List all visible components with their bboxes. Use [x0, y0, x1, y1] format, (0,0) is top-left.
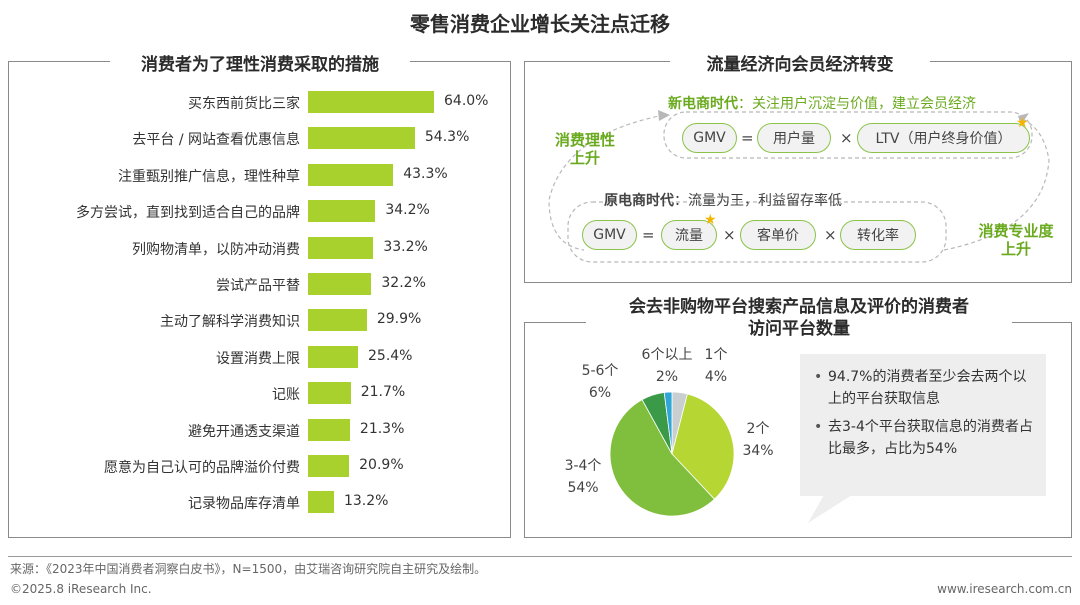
- bar-category-label: 买东西前货比三家: [188, 96, 300, 112]
- bar-value-label: 21.3%: [359, 420, 405, 437]
- bar: [308, 309, 367, 332]
- bar: [308, 345, 358, 368]
- note-item: 去3-4个平台获取信息的消费者占比最多，占比为54%: [812, 416, 1034, 460]
- gmv-pill-new: GMV: [682, 123, 737, 153]
- bar-category-label: 主动了解科学消费知识: [160, 314, 300, 331]
- bar-value-label: 13.2%: [343, 493, 389, 510]
- bar-value-label: 32.2%: [381, 275, 426, 291]
- bar-category-label: 愿意为自己认可的品牌溢价付费: [104, 460, 300, 476]
- cycle-arrows: [548, 110, 1050, 263]
- bar: [308, 127, 415, 150]
- bar-category-label: 列购物清单，以防冲动消费: [132, 241, 300, 258]
- footer-divider: [8, 556, 1072, 557]
- pie-label-3-4: 3-4个 54%: [564, 458, 602, 496]
- star-icon: ★: [1016, 115, 1029, 131]
- bar-value-label: 20.9%: [359, 457, 404, 473]
- page-title: 零售消费企业增长关注点迁移: [410, 12, 670, 36]
- equals-sign: =: [741, 129, 754, 147]
- top-right-panel-title: 流量经济向会员经济转变: [670, 50, 930, 75]
- bar: [308, 273, 372, 295]
- bar-category-label: 记录物品库存清单: [188, 496, 300, 513]
- left-panel-title: 消费者为了理性消费采取的措施: [110, 50, 410, 75]
- bar-value-label: 25.4%: [368, 347, 413, 364]
- bar: [308, 491, 334, 514]
- source-note: 来源：《2023年中国消费者洞察白皮书》，N=1500，由艾瑞咨询研究院自主研究…: [10, 562, 487, 576]
- bar: [308, 418, 350, 441]
- user-count-pill: 用户量: [757, 123, 831, 153]
- pie-slice: [610, 399, 716, 516]
- pie-slice: [663, 392, 673, 455]
- pie-label-6-plus: 6个以上 2%: [641, 347, 693, 385]
- bar-value-label: 34.2%: [385, 202, 430, 219]
- notes-callout: 94.7%的消费者至少会去两个以上的平台获取信息 去3-4个平台获取信息的消费者…: [800, 354, 1046, 496]
- bar-value-label: 21.7%: [360, 384, 406, 401]
- pie-label-5-6: 5-6个 6%: [581, 363, 619, 401]
- ltv-pill: LTV（用户终身价值）: [857, 123, 1030, 153]
- new-era-heading: 新电商时代：关注用户沉淀与价值，建立会员经济: [668, 93, 976, 113]
- copyright: ©2025.8 iResearch Inc.: [10, 582, 152, 596]
- old-era-heading: 原电商时代：流量为王，利益留存率低: [604, 190, 842, 210]
- gmv-pill-old: GMV: [582, 220, 637, 250]
- traffic-pill: 流量: [661, 220, 717, 250]
- bar-value-label: 43.3%: [403, 165, 448, 182]
- pie-label-2: 2个 34%: [742, 421, 774, 459]
- star-icon: ★: [704, 212, 717, 228]
- old-era-label: 原电商时代: [604, 193, 674, 209]
- bar-category-label: 记账: [272, 387, 300, 404]
- bar: [308, 91, 434, 113]
- bar-value-label: 33.2%: [383, 238, 428, 255]
- pie-chart: [610, 392, 734, 516]
- bar: [308, 382, 351, 405]
- old-era-text: ：流量为王，利益留存率低: [674, 193, 842, 209]
- times-sign: ×: [824, 226, 837, 244]
- website: www.iresearch.com.cn: [937, 582, 1072, 596]
- bar-category-label: 注重甄别推广信息，理性种草: [118, 168, 300, 185]
- pie-panel-title: 会去非购物平台搜索产品信息及评价的消费者 访问平台数量: [586, 296, 1012, 340]
- expertise-rising-label: 消费专业度 上升: [978, 222, 1054, 258]
- bar-category-label: 去平台 / 网站查看优惠信息: [132, 132, 300, 149]
- note-item: 94.7%的消费者至少会去两个以上的平台获取信息: [812, 366, 1034, 410]
- new-era-label: 新电商时代: [668, 96, 738, 112]
- bar: [308, 236, 374, 259]
- bar-category-label: 多方尝试，直到找到适合自己的品牌: [76, 205, 300, 222]
- callout-pointer: [808, 495, 852, 523]
- bar: [308, 200, 376, 223]
- equals-sign: =: [642, 226, 655, 244]
- bar: [308, 455, 350, 477]
- aov-pill: 客单价: [740, 220, 816, 250]
- bar-value-label: 29.9%: [376, 311, 422, 328]
- bar-value-label: 64.0%: [444, 93, 489, 109]
- bar: [308, 163, 394, 186]
- pie-slice: [671, 393, 734, 500]
- rationality-rising-label: 消费理性 上升: [554, 131, 615, 167]
- pie-label-1: 1个 4%: [704, 347, 728, 385]
- bar-category-label: 避免开通透支渠道: [188, 423, 300, 440]
- bar-category-label: 设置消费上限: [216, 350, 300, 367]
- conversion-pill: 转化率: [840, 220, 916, 250]
- new-era-text: ：关注用户沉淀与价值，建立会员经济: [738, 96, 976, 112]
- bar-value-label: 54.3%: [424, 129, 470, 146]
- times-sign: ×: [840, 129, 853, 147]
- bar-category-label: 尝试产品平替: [216, 278, 300, 294]
- times-sign: ×: [723, 226, 736, 244]
